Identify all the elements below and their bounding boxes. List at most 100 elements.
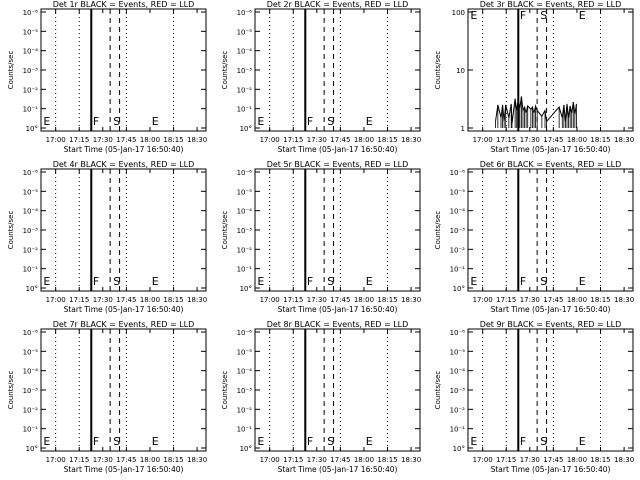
x-tick-label: 17:30 xyxy=(93,456,113,464)
panel-det-5: Det 5r BLACK = Events, RED = LLD Counts/s… xyxy=(221,160,421,314)
x-axis-label: Start Time (05-Jan-17 16:50:40) xyxy=(491,145,611,154)
x-tick-label: 17:00 xyxy=(473,296,493,304)
x-tick-label: 17:30 xyxy=(93,296,113,304)
panel-det-1: Det 1r BLACK = Events, RED = LLD Counts/s… xyxy=(7,0,207,154)
x-tick-label: 18:15 xyxy=(377,296,397,304)
x-tick-label: 17:00 xyxy=(260,296,280,304)
x-tick-label: 18:15 xyxy=(163,456,183,464)
y-tick-label: 10⁻⁵ xyxy=(237,188,253,196)
marker-label: F xyxy=(520,435,526,448)
marker-label: F xyxy=(520,9,526,22)
plot-frame xyxy=(254,168,421,292)
marker-label: E xyxy=(152,275,159,288)
x-tick-label: 17:30 xyxy=(307,136,327,144)
x-tick-label: 17:30 xyxy=(520,456,540,464)
y-tick-label: 10⁻¹ xyxy=(237,106,253,114)
y-tick-label: 10⁻⁵ xyxy=(450,188,466,196)
panel-title: Det 4r BLACK = Events, RED = LLD xyxy=(53,160,195,169)
x-tick-label: 17:30 xyxy=(520,296,540,304)
x-tick-label: 18:00 xyxy=(567,296,587,304)
marker-label: E xyxy=(43,435,50,448)
panel-title: Det 3r BLACK = Events, RED = LLD xyxy=(480,0,622,9)
panel-det-8: Det 8r BLACK = Events, RED = LLD Counts/s… xyxy=(221,320,421,474)
x-tick-label: 18:00 xyxy=(140,136,160,144)
x-tick-label: 18:30 xyxy=(187,136,207,144)
marker-label: E xyxy=(257,115,264,128)
x-tick-label: 18:15 xyxy=(163,136,183,144)
y-tick-label: 10° xyxy=(26,125,38,133)
y-tick-label: 10⁻⁵ xyxy=(237,348,253,356)
marker-label: S xyxy=(113,115,120,128)
marker-label: F xyxy=(520,275,526,288)
y-tick-label: 10⁻⁶ xyxy=(23,9,39,17)
y-tick-label: 10° xyxy=(240,125,252,133)
plot-frame xyxy=(254,8,421,132)
x-axis-label: Start Time (05-Jan-17 16:50:40) xyxy=(64,465,184,474)
x-tick-label: 18:15 xyxy=(590,136,610,144)
panel-det-2: Det 2r BLACK = Events, RED = LLD Counts/s… xyxy=(221,0,421,154)
x-tick-label: 18:30 xyxy=(614,456,634,464)
y-tick-label: 10⁻⁴ xyxy=(237,208,253,216)
y-tick-label: 10° xyxy=(453,285,465,293)
x-tick-label: 18:00 xyxy=(140,296,160,304)
y-tick-label: 10⁻² xyxy=(23,406,39,414)
x-tick-label: 18:00 xyxy=(354,136,374,144)
x-tick-label: 17:45 xyxy=(543,456,563,464)
y-tick-label: 10⁻³ xyxy=(237,67,253,75)
panel-det-6: Det 6r BLACK = Events, RED = LLD Counts/s… xyxy=(434,160,634,314)
x-axis-label: Start Time (05-Jan-17 16:50:40) xyxy=(64,145,184,154)
x-tick-label: 18:15 xyxy=(377,456,397,464)
y-tick-label: 10° xyxy=(240,285,252,293)
x-axis-label: Start Time (05-Jan-17 16:50:40) xyxy=(278,465,398,474)
x-tick-label: 18:00 xyxy=(354,296,374,304)
y-tick-label: 10⁻² xyxy=(237,246,253,254)
panel-title: Det 7r BLACK = Events, RED = LLD xyxy=(53,320,195,329)
x-tick-label: 18:00 xyxy=(140,456,160,464)
y-tick-label: 10⁻⁶ xyxy=(237,329,253,337)
marker-label: E xyxy=(470,275,477,288)
y-tick-label: 10⁻⁴ xyxy=(23,208,39,216)
y-tick-label: 10⁻⁶ xyxy=(450,329,466,337)
marker-label: S xyxy=(540,275,547,288)
marker-label: E xyxy=(366,435,373,448)
y-tick-label: 10⁻⁵ xyxy=(450,348,466,356)
y-tick-label: 10° xyxy=(26,285,38,293)
y-axis-label: Counts/sec xyxy=(7,211,15,250)
x-tick-label: 17:00 xyxy=(46,296,66,304)
marker-label: E xyxy=(257,275,264,288)
x-tick-label: 17:45 xyxy=(116,456,136,464)
marker-label: E xyxy=(470,9,477,22)
x-tick-label: 17:15 xyxy=(283,456,303,464)
marker-label: F xyxy=(93,115,99,128)
plot-frame xyxy=(40,168,207,292)
y-tick-label: 10⁻¹ xyxy=(450,426,466,434)
x-tick-label: 18:00 xyxy=(567,136,587,144)
y-tick-label: 10⁻³ xyxy=(23,387,39,395)
x-tick-label: 17:45 xyxy=(330,136,350,144)
y-tick-label: 10° xyxy=(26,445,38,453)
x-axis-label: Start Time (05-Jan-17 16:50:40) xyxy=(278,145,398,154)
x-tick-label: 18:30 xyxy=(187,456,207,464)
y-axis-label: Counts/sec xyxy=(221,371,229,410)
y-tick-label: 10⁻⁴ xyxy=(237,368,253,376)
y-tick-label: 10 xyxy=(456,67,465,75)
marker-label: E xyxy=(579,435,586,448)
y-axis-label: Counts/sec xyxy=(434,211,442,250)
y-tick-label: 10⁻¹ xyxy=(237,266,253,274)
panel-title: Det 9r BLACK = Events, RED = LLD xyxy=(480,320,622,329)
marker-label: F xyxy=(307,115,313,128)
y-tick-label: 10⁻⁴ xyxy=(450,368,466,376)
y-tick-label: 10⁻⁴ xyxy=(237,48,253,56)
marker-label: F xyxy=(307,435,313,448)
y-tick-label: 10⁻³ xyxy=(23,67,39,75)
x-tick-label: 18:30 xyxy=(401,456,421,464)
marker-label: S xyxy=(327,435,334,448)
marker-label: S xyxy=(113,275,120,288)
y-tick-label: 10⁻⁶ xyxy=(23,329,39,337)
plot-frame xyxy=(467,8,634,132)
x-tick-label: 17:45 xyxy=(116,296,136,304)
y-tick-label: 10⁻¹ xyxy=(450,266,466,274)
marker-label: F xyxy=(93,435,99,448)
marker-label: S xyxy=(113,435,120,448)
